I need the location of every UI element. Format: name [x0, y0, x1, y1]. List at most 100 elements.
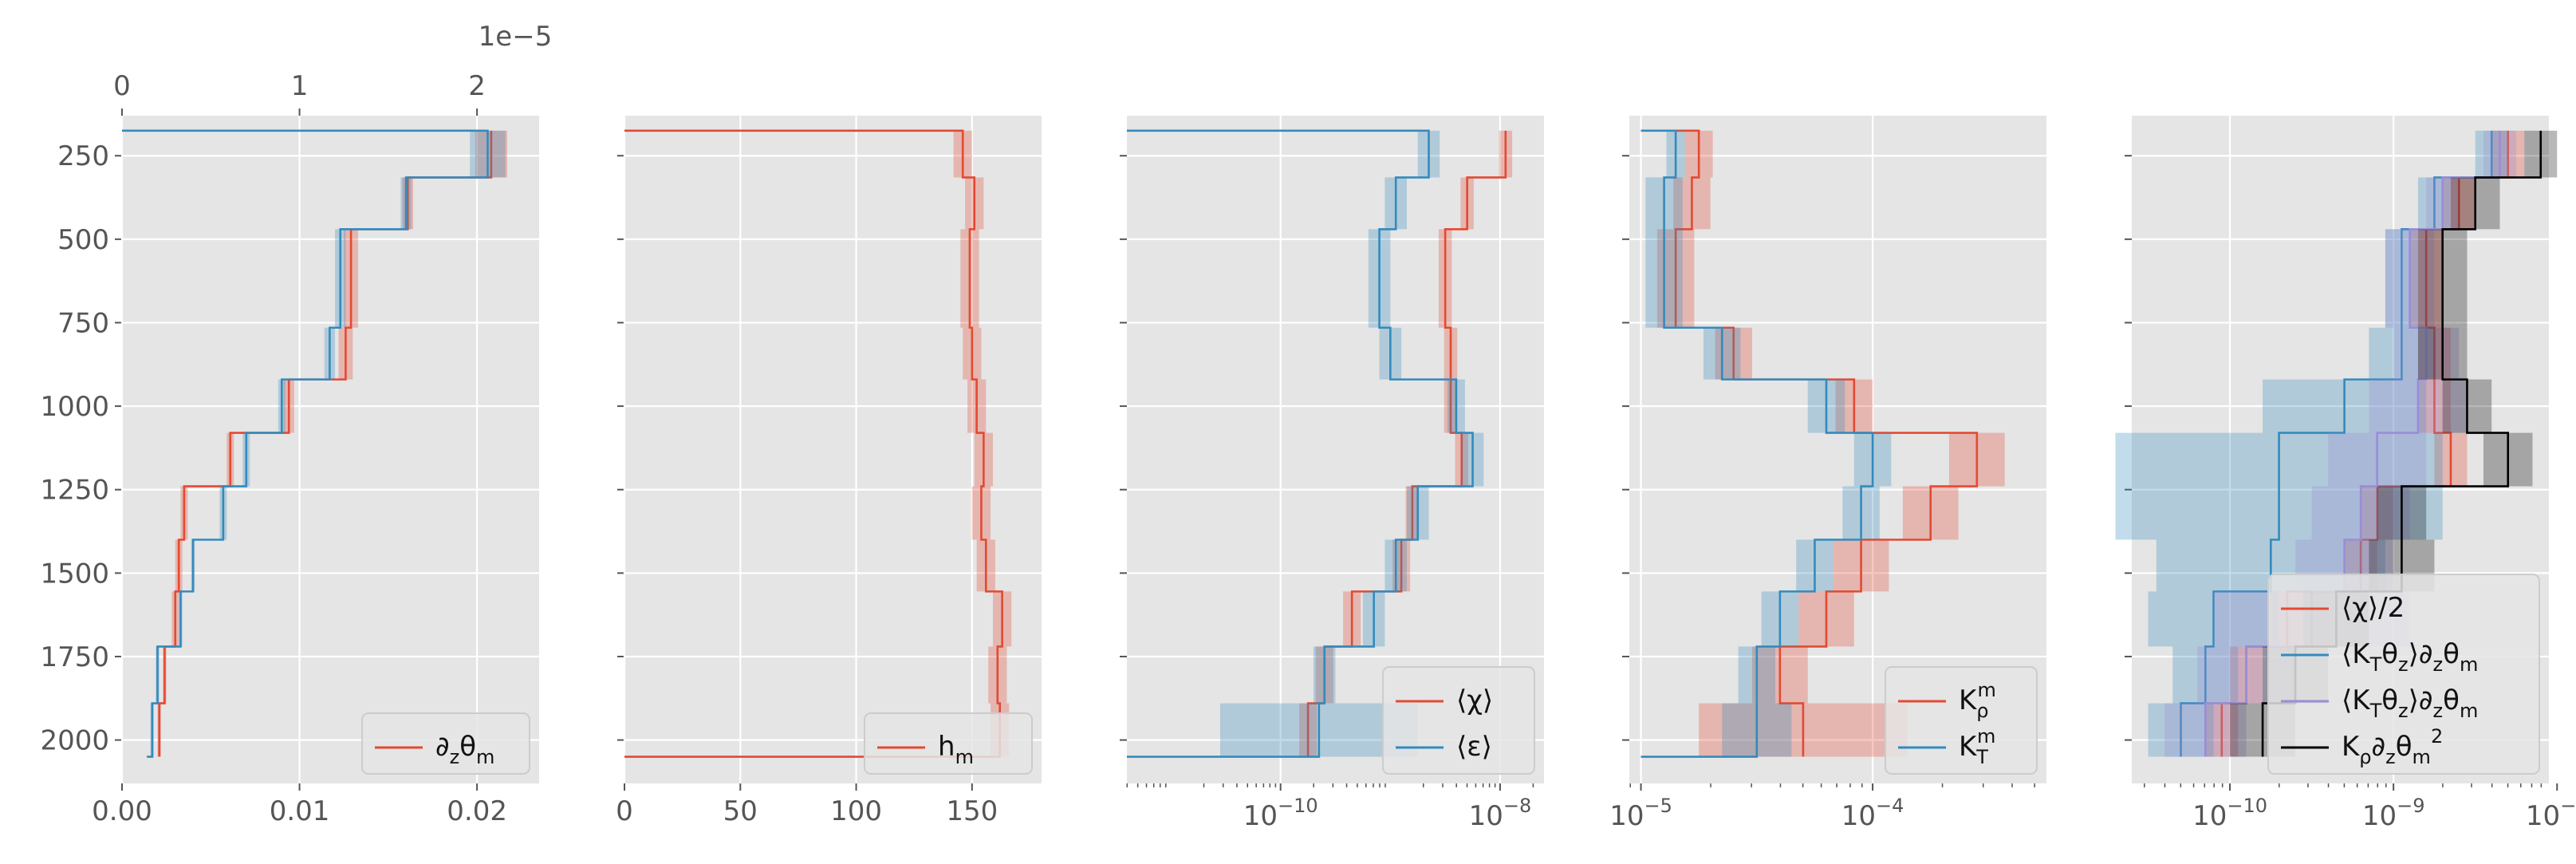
- legend: ⟨χ⟩ ⟨ε⟩: [1382, 666, 1535, 775]
- legend-label-legend-label: ⟨χ⟩/2: [2342, 592, 2405, 624]
- legend-label-legend-sup: 2: [2431, 725, 2443, 748]
- series-line: [1127, 129, 1474, 758]
- legend: hm: [864, 712, 1033, 775]
- panel-3: 10−10 10−8⟨χ⟩⟨ε⟩: [1120, 116, 1544, 832]
- legend-label-legend-label: h: [938, 731, 955, 763]
- legend-label-legend-mid: θ: [459, 731, 476, 763]
- legend-label-legend-mid: θ: [2381, 638, 2398, 670]
- x-tick-base: 10: [1469, 800, 1503, 832]
- y-tick-label: 1250: [40, 475, 109, 507]
- legend-label: Kρm: [1959, 679, 1996, 722]
- legend-label-legend-mid: θ: [2381, 684, 2398, 716]
- x-tick-base: 10: [1841, 800, 1876, 832]
- legend-label-legend-sub4: m: [2460, 653, 2478, 676]
- panel-2: 0 50 100 150 hm: [616, 116, 1042, 827]
- legend-label-legend-end: ⟩∂: [2409, 638, 2433, 670]
- legend: ∂zθm: [361, 712, 530, 775]
- x-tick-label: 10−8: [2526, 795, 2576, 832]
- legend-box: [864, 712, 1033, 775]
- legend-label-legend-sub: T: [2369, 700, 2382, 722]
- legend-label: ∂zθm: [435, 731, 494, 768]
- legend-label-legend-sub2: z: [2398, 653, 2409, 676]
- panel-1: 250 500 750 1000 1250 1500 1750 2000 0.00 0.01 0.0…: [40, 21, 552, 827]
- legend-label-legend-mid: ∂: [2372, 731, 2386, 763]
- x-tick-label: 10−5: [1609, 795, 1672, 832]
- x-tick-base: 10: [2192, 800, 2227, 832]
- legend-box: [361, 712, 530, 775]
- x-tick-base: 10: [2526, 800, 2560, 832]
- x-tick-label: 0.00: [92, 795, 152, 827]
- series-1: [1299, 130, 1513, 757]
- legend-label-legend-sub: T: [2369, 653, 2382, 676]
- legend-box: [2267, 574, 2540, 775]
- legend-label: ⟨KTθz⟩∂zθm: [2342, 638, 2478, 676]
- series-1: [2205, 130, 2525, 757]
- series-line: [1674, 129, 1979, 757]
- legend-label-legend-tail: θ: [2443, 638, 2460, 670]
- series-line: [1641, 129, 1874, 758]
- x-tick-label: 0.01: [270, 795, 330, 827]
- series-2: [1641, 129, 1892, 758]
- legend-label-legend-label: ⟨K: [2342, 684, 2371, 716]
- x-tick-label: 50: [723, 795, 758, 827]
- legend-label-legend-sub2: z: [2398, 700, 2409, 722]
- x-tick-base: 10: [1243, 800, 1278, 832]
- panel-background: [122, 116, 539, 783]
- top-x-tick-label: 1: [291, 70, 309, 102]
- x-tick-exponent: −10: [1278, 795, 1318, 817]
- x-tick-label: 100: [830, 795, 882, 827]
- legend-label-legend-label: ⟨ε⟩: [1456, 731, 1492, 763]
- legend-label-legend-tail: θ: [2443, 684, 2460, 716]
- legend-label-legend-sub4: m: [2413, 746, 2431, 768]
- x-tick-base: 10: [1609, 800, 1644, 832]
- x-tick-label: 10−9: [2362, 795, 2425, 832]
- legend-label-legend-sub3: z: [2433, 653, 2444, 676]
- y-tick-label: 250: [57, 140, 109, 172]
- x-tick-exponent: −9: [2397, 795, 2424, 817]
- x-tick-exponent: −8: [2560, 795, 2576, 817]
- legend-label-legend-label: ∂: [435, 731, 450, 763]
- legend-label-legend-sub2: z: [2385, 746, 2396, 768]
- x-tick-label: 150: [946, 795, 998, 827]
- legend-label: Kρ∂zθm2: [2342, 725, 2443, 768]
- legend-label-legend-label: K: [1959, 684, 1978, 716]
- legend-label-legend-sub2: m: [476, 746, 494, 768]
- legend-label: ⟨ε⟩: [1456, 731, 1492, 763]
- x-tick-base: 10: [2362, 800, 2397, 832]
- legend-label-legend-sub4: m: [2460, 700, 2478, 722]
- y-tick-label: 1500: [40, 558, 109, 590]
- x-tick-exponent: −10: [2227, 795, 2267, 817]
- legend-label-legend-end: ⟩∂: [2409, 684, 2433, 716]
- y-tick-label: 2000: [40, 725, 109, 757]
- legend-label-legend-sub3: z: [2433, 700, 2444, 722]
- legend-label-legend-sub: m: [955, 746, 974, 768]
- y-tick-label: 1000: [40, 391, 109, 423]
- top-x-tick-label: 0: [113, 70, 131, 102]
- x-tick-label: 10−8: [1469, 795, 1532, 832]
- legend-label-legend-label: ⟨χ⟩: [1456, 684, 1493, 716]
- y-tick-label: 500: [57, 224, 109, 256]
- series-1: [624, 129, 1012, 758]
- legend-label: hm: [938, 731, 974, 768]
- top-axis-offset-label: 1e−5: [479, 21, 553, 53]
- series-line: [624, 129, 1003, 758]
- legend-label-legend-sub: ρ: [2359, 746, 2371, 768]
- legend-label: ⟨χ⟩: [1456, 684, 1493, 716]
- legend-label: ⟨KTθz⟩∂zθm: [2342, 684, 2478, 722]
- legend-label-legend-sup: m: [1977, 725, 1995, 748]
- legend-label-legend-tail: θ: [2396, 731, 2413, 763]
- panel-5: 10−1010−910−8⟨χ⟩/2⟨KTθz⟩∂zθm⟨KTθz⟩∂zθmKρ…: [2115, 116, 2576, 832]
- legend-label-legend-sup: m: [1978, 679, 1996, 701]
- legend-label-legend-label: ⟨K: [2342, 638, 2371, 670]
- legend-label: ⟨χ⟩/2: [2342, 592, 2405, 624]
- series-2: [122, 129, 506, 758]
- x-tick-exponent: −5: [1644, 795, 1672, 817]
- legend-label-legend-sub: z: [450, 746, 460, 768]
- x-tick-exponent: −8: [1503, 795, 1531, 817]
- x-tick-label: 10−4: [1841, 795, 1904, 832]
- legend-label-legend-label: K: [1959, 731, 1978, 763]
